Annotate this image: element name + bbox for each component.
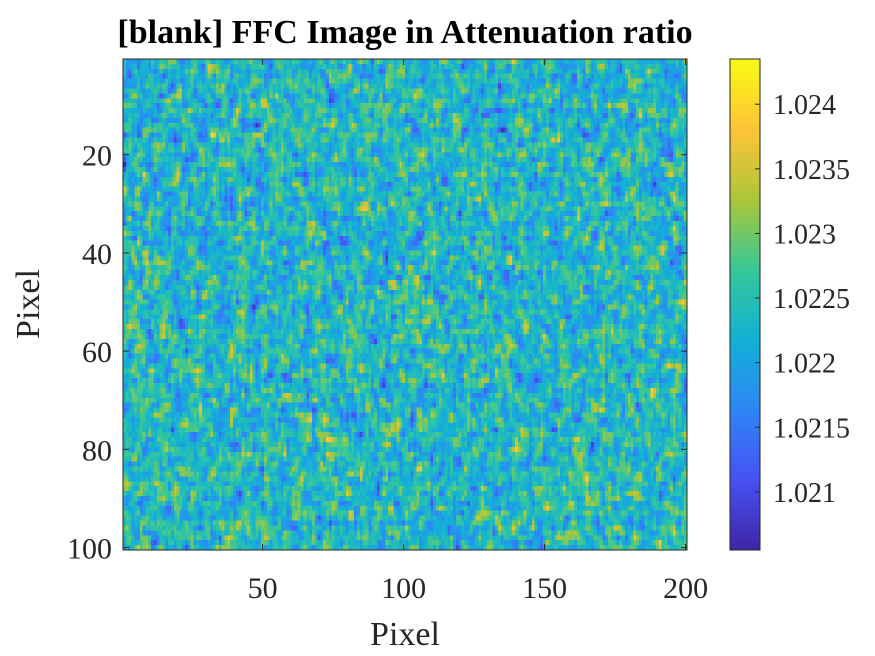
colorbar-tick-label: 1.022 (773, 349, 836, 380)
x-tick-label: 200 (663, 572, 708, 605)
colorbar-tick-label: 1.0215 (773, 413, 850, 444)
colorbar-axis: 1.021 1.0215 1.022 1.0225 1.023 1.0235 1.024 (755, 90, 850, 509)
x-tick-label: 150 (522, 572, 567, 605)
colorbar-tick-label: 1.0225 (773, 284, 850, 315)
colorbar-frame (729, 58, 761, 551)
colorbar-tick-label: 1.024 (773, 90, 836, 121)
colorbar-gradient (730, 59, 760, 550)
y-axis-label: Pixel (10, 269, 47, 339)
x-tick-label: 50 (248, 572, 278, 605)
chart-title: [blank] FFC Image in Attenuation ratio (117, 14, 692, 51)
colorbar-tick-label: 1.021 (773, 478, 836, 509)
y-tick-label: 80 (82, 434, 112, 467)
x-axis-label: Pixel (370, 616, 440, 653)
x-axis: 50 100 150 200 (248, 59, 708, 605)
colorbar-tick-label: 1.023 (773, 219, 836, 250)
y-tick-label: 40 (82, 238, 112, 271)
y-tick-label: 60 (82, 336, 112, 369)
y-tick-label: 100 (67, 533, 112, 566)
colorbar-tick-label: 1.0235 (773, 155, 850, 186)
y-tick-label: 20 (82, 140, 112, 173)
plot-area-frame (122, 58, 688, 551)
x-tick-label: 100 (381, 572, 426, 605)
y-axis: 20 40 60 80 100 (67, 140, 687, 566)
heatmap-cells (123, 59, 687, 550)
